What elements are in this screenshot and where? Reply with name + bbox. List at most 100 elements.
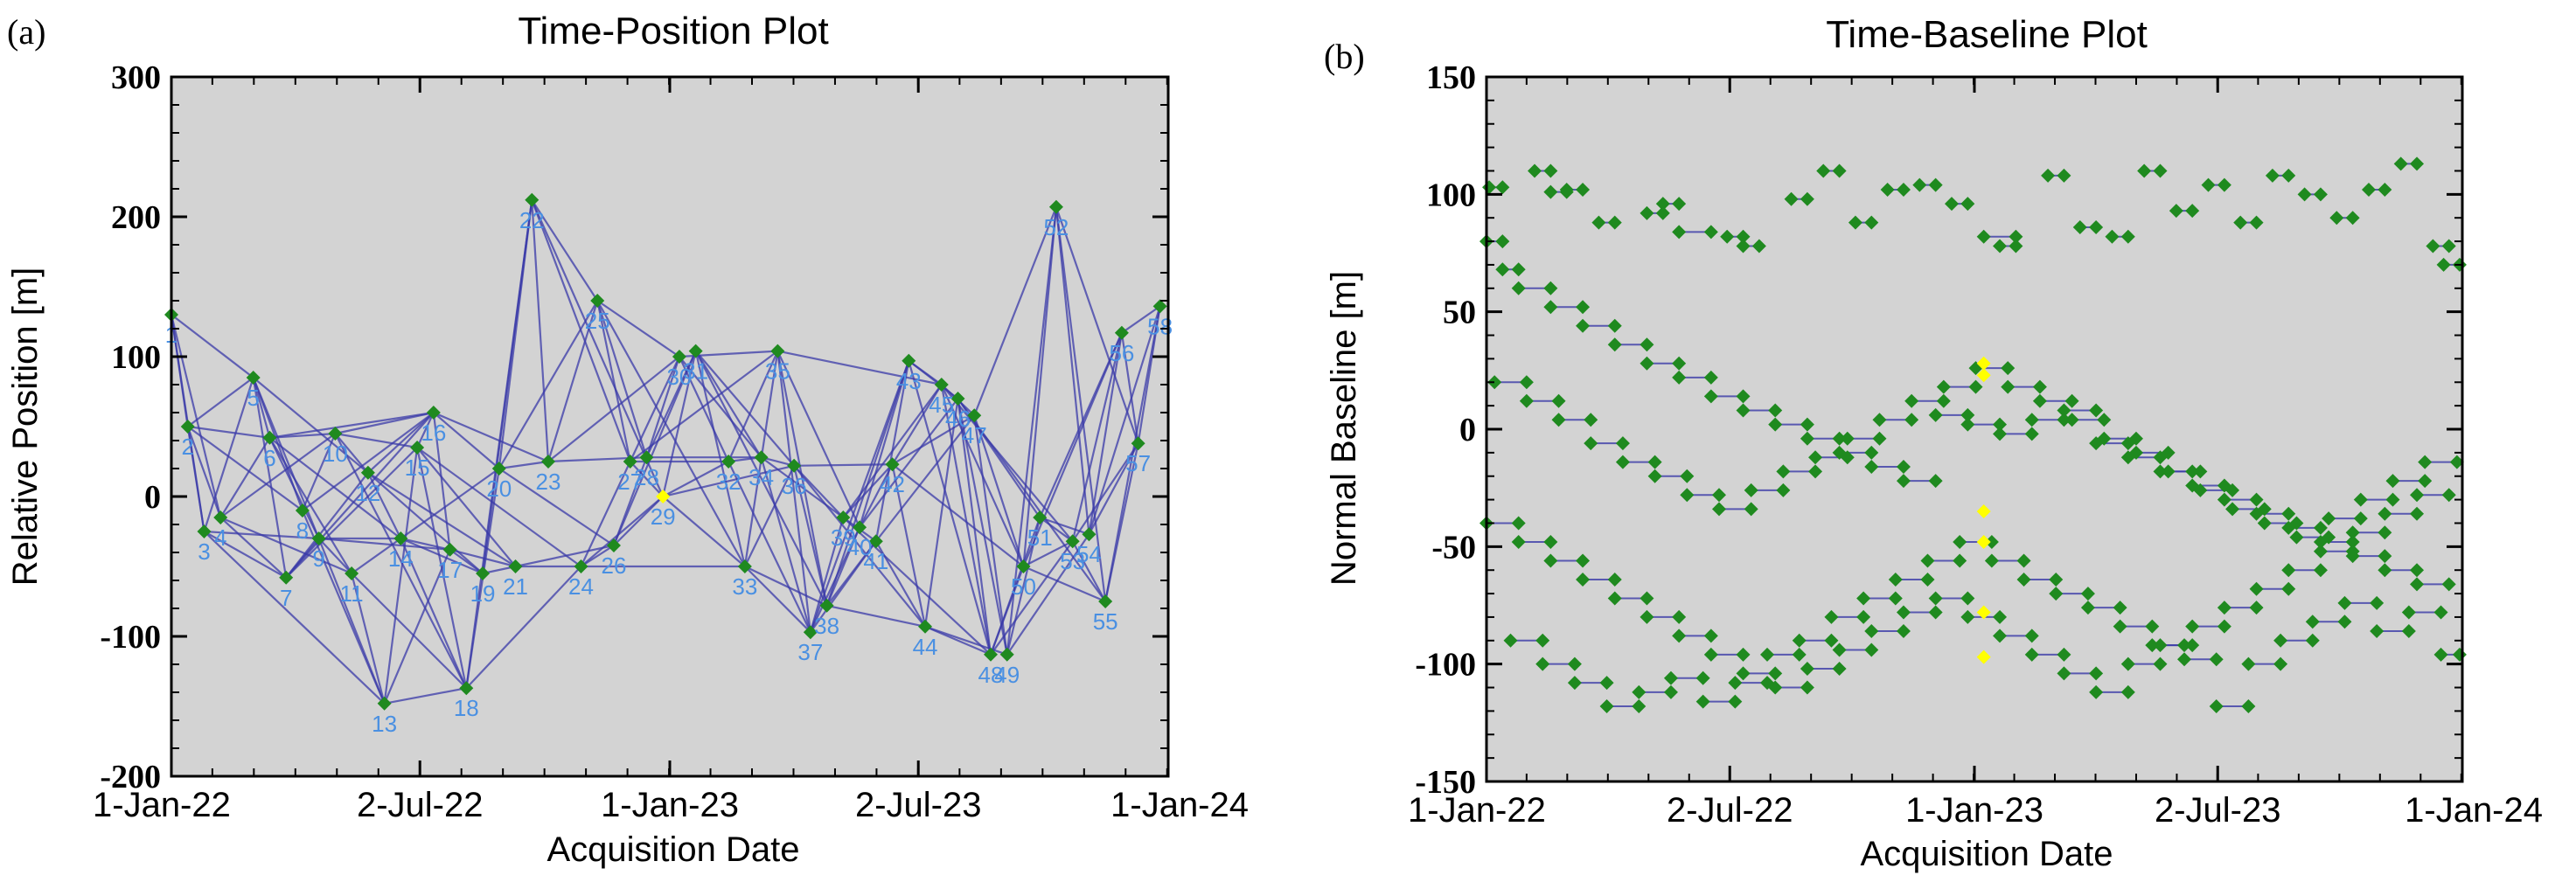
y-tick-label: 50 (1443, 295, 1476, 331)
acquisition-point (2418, 474, 2433, 489)
network-edge (940, 384, 992, 655)
acquisition-point (688, 344, 703, 358)
acquisition-point (1736, 666, 1751, 681)
acquisition-point (2289, 516, 2304, 531)
acquisition-point (1703, 225, 1718, 240)
point-id-label: 10 (323, 441, 348, 467)
x-tick-label: 1-Jan-22 (1408, 791, 1546, 830)
acquisition-point (2273, 633, 2288, 648)
y-tick-label: -100 (100, 619, 161, 656)
acquisition-point (2233, 215, 2248, 230)
acquisition-point (1152, 299, 1167, 314)
network-edge (760, 456, 811, 633)
network-edge (826, 604, 926, 628)
acquisition-point (2370, 624, 2385, 639)
acquisition-point (213, 510, 228, 524)
acquisition-point (2225, 483, 2240, 497)
acquisition-point (2410, 563, 2425, 578)
acquisition-point (918, 619, 933, 634)
acquisition-point (2385, 492, 2400, 507)
point-id-label: 53 (1060, 548, 1085, 574)
network-edge (1071, 540, 1107, 602)
acquisition-point (1993, 609, 2008, 624)
acquisition-point (1511, 281, 1526, 295)
network-edge (171, 314, 254, 378)
network-edge (432, 412, 451, 550)
network-edge (580, 496, 664, 567)
point-id-label: 27 (617, 469, 643, 495)
acquisition-point (853, 520, 867, 535)
network-edge (203, 377, 254, 532)
network-edge (859, 463, 894, 528)
acquisition-point (1800, 417, 1814, 432)
acquisition-point (1864, 215, 1879, 230)
network-edge (285, 447, 418, 579)
point-id-label: 16 (421, 420, 446, 446)
acquisition-point (967, 408, 982, 423)
acquisition-point (2009, 229, 2023, 244)
acquisition-point (1920, 553, 1935, 568)
network-edge (531, 199, 631, 462)
network-edge (1088, 442, 1139, 535)
y-tick-label: -50 (1431, 529, 1476, 566)
acquisition-point (2289, 530, 2304, 545)
acquisition-point (2177, 652, 2192, 667)
network-edge (825, 540, 877, 607)
point-id-label: 9 (312, 545, 324, 572)
network-edge (433, 412, 500, 469)
acquisition-point (1599, 699, 1614, 714)
network-edge (842, 463, 894, 518)
acquisition-point (2161, 445, 2176, 460)
acquisition-point (2353, 492, 2368, 507)
acquisition-point (2209, 699, 2224, 714)
acquisition-point (1519, 375, 1534, 390)
point-id-label: 8 (296, 517, 309, 544)
acquisition-point (1567, 676, 1582, 691)
network-edge (596, 300, 746, 567)
network-edge (1088, 332, 1123, 535)
acquisition-point (2097, 431, 2112, 446)
point-id-label: 45 (929, 392, 954, 418)
acquisition-point (1640, 609, 1654, 624)
network-edge (384, 687, 467, 705)
acquisition-point (902, 353, 916, 368)
acquisition-point (1840, 450, 1855, 465)
point-id-label: 4 (214, 524, 226, 551)
acquisition-point (934, 378, 949, 392)
acquisition-point (2193, 483, 2208, 497)
y-axis-label-a: Relative Position [m] (6, 267, 45, 587)
acquisition-point (836, 510, 851, 524)
point-id-label: 42 (880, 471, 905, 497)
y-ticks-a: -200 -100 0 100 200 300 (100, 59, 1168, 795)
network-edge (728, 461, 811, 633)
network-edge (416, 412, 435, 448)
acquisition-point (2313, 563, 2328, 578)
acquisition-point (2113, 601, 2127, 615)
network-edge (760, 456, 844, 518)
acquisition-point (1776, 464, 1791, 479)
acquisition-point (1543, 163, 1558, 178)
acquisition-point (2345, 211, 2360, 226)
point-id-label: 15 (405, 455, 430, 481)
acquisition-point (2345, 525, 2360, 540)
acquisition-point (393, 531, 408, 545)
acquisition-point (1832, 431, 1847, 446)
acquisition-point (2064, 393, 2079, 408)
acquisition-point (360, 465, 375, 480)
point-id-label: 19 (470, 580, 496, 607)
acquisition-point (1872, 413, 1887, 427)
acquisition-point (1543, 281, 1558, 295)
point-id-label: 38 (814, 613, 839, 639)
acquisition-point (2001, 379, 2016, 394)
acquisition-point (1856, 609, 1871, 624)
acquisition-point (1993, 629, 2008, 643)
acquisition-point (1672, 356, 1687, 371)
point-id-label: 21 (503, 573, 528, 600)
acquisition-point (2361, 182, 2376, 197)
acquisition-point (1864, 624, 1879, 639)
acquisition-point (345, 566, 359, 580)
acquisition-point (1960, 609, 1975, 624)
acquisition-point (508, 559, 523, 573)
x-tick-label: 1-Jan-24 (2405, 791, 2543, 830)
